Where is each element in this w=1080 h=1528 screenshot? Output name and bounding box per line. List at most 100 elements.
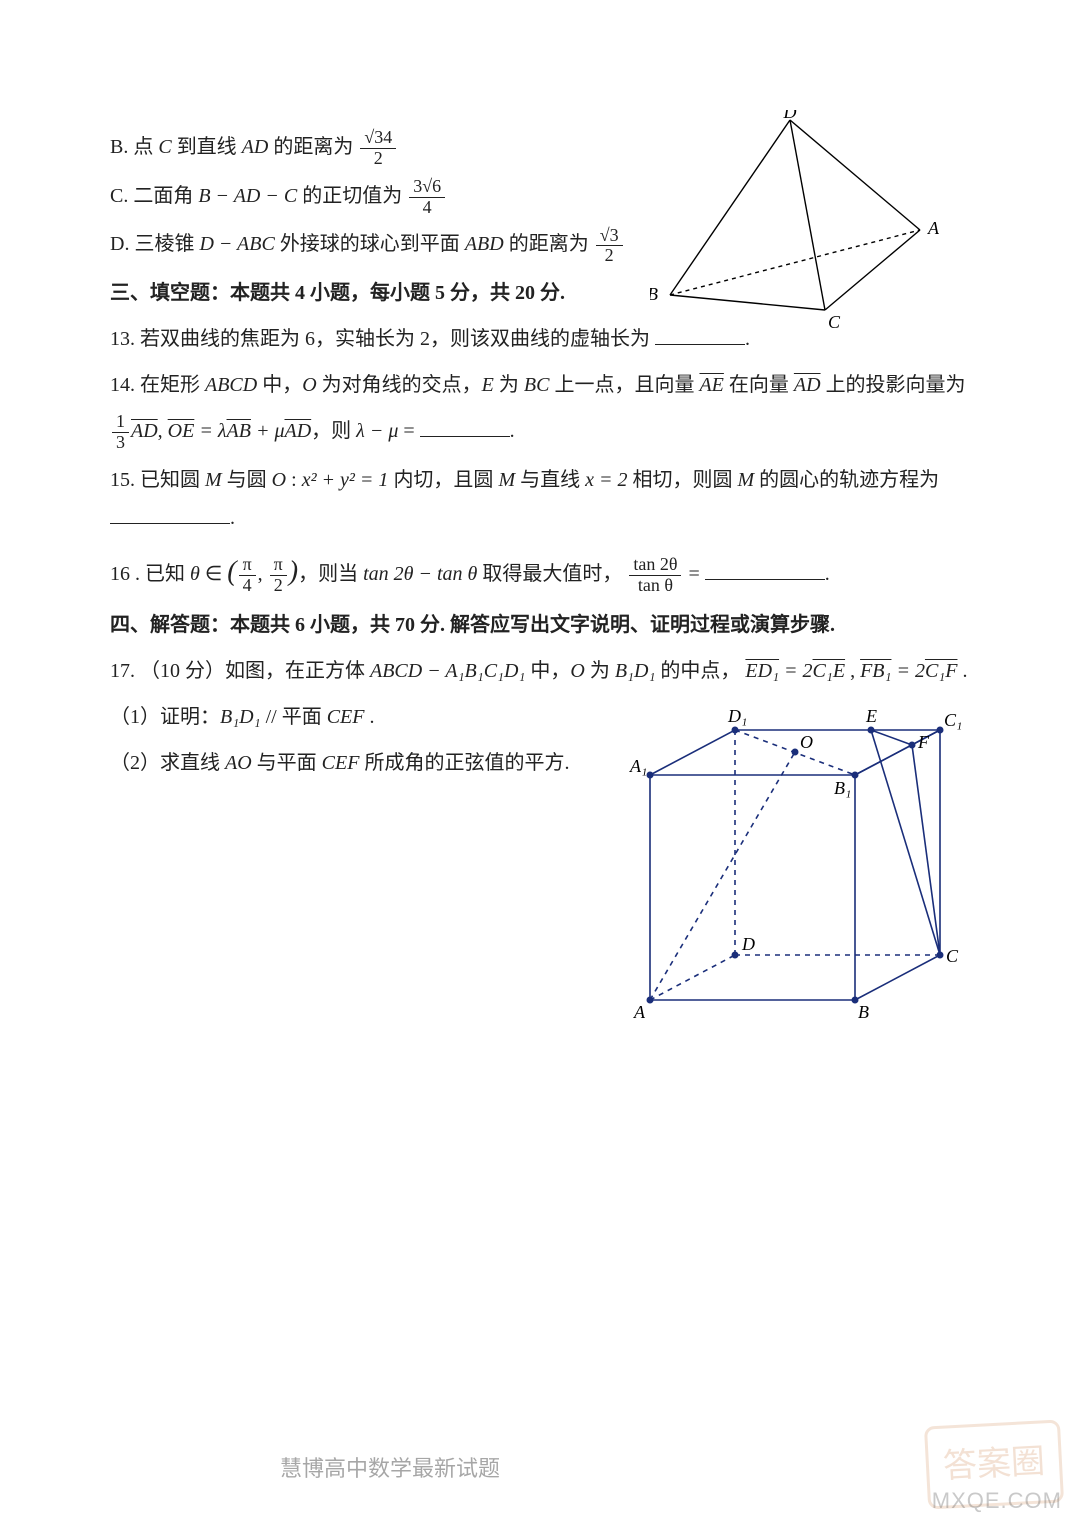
q17-v1: O — [570, 660, 584, 682]
cube-figure: D₁ E C₁ A₁ O B₁ F D C A B — [620, 700, 970, 1043]
q17-eq2: = 2 — [891, 660, 925, 682]
q14-vec6: AD — [285, 420, 312, 442]
q17-sub2-text: 与平面 — [252, 752, 322, 774]
tetra-label-c: C — [828, 312, 841, 332]
option-d-t1: 三棱锥 — [134, 233, 199, 255]
q17-pts: （10 分） — [140, 660, 225, 682]
q16-lp: ( — [227, 556, 236, 587]
q17-t2: 中， — [525, 660, 570, 682]
q14-line1: 14. 在矩形 ABCD 中，O 为对角线的交点，E 为 BC 上一点，且向量 … — [110, 366, 990, 404]
option-b-t1: 点 — [133, 136, 158, 158]
watermark-left: 慧博高中数学最新试题 — [280, 1448, 500, 1490]
q17-sub2-plane: CEF — [322, 752, 360, 774]
q14-v3: E — [482, 374, 494, 396]
q15: 15. 已知圆 M 与圆 O : x² + y² = 1 内切，且圆 M 与直线… — [110, 461, 990, 537]
option-b-frac: √34 2 — [360, 128, 396, 169]
option-c-t2: 的正切值为 — [297, 185, 407, 207]
q17-sub2: （2）求直线 AO 与平面 CEF 所成角的正弦值的平方. — [110, 744, 630, 782]
cube-svg: D₁ E C₁ A₁ O B₁ F D C A B — [620, 700, 970, 1030]
option-c-t1: 二面角 — [133, 185, 198, 207]
q17-t4: 的中点， — [655, 660, 740, 682]
q17-eq1: = 2 — [779, 660, 813, 682]
q14-label: 14. — [110, 374, 135, 396]
q16-theta: θ — [190, 563, 200, 585]
cube-a: A — [633, 1002, 646, 1022]
cube-f: F — [917, 732, 930, 752]
q15-t5: 相切，则圆 — [627, 469, 737, 491]
option-b-v1: C — [158, 136, 171, 158]
cube-d: D — [741, 934, 755, 954]
q15-t3: 内切，且圆 — [388, 469, 498, 491]
q17-vec4: C₁F — [925, 660, 958, 682]
q14-vec5: AB — [227, 420, 251, 442]
q16: 16 . 已知 θ ∈ (π4, π2)，则当 tan 2θ − tan θ 取… — [110, 545, 990, 598]
q15-v1: M — [205, 469, 222, 491]
option-c-frac-den: 4 — [409, 198, 445, 218]
q14-frac-num: 1 — [112, 412, 129, 433]
q14-mu: μ — [274, 420, 284, 442]
q16-in: ∈ — [200, 563, 227, 585]
q17-t3: 为 — [585, 660, 615, 682]
option-c-frac-num: 3√6 — [409, 177, 445, 198]
q14-t5: 上一点，且向量 — [549, 374, 699, 396]
q17-sub1: （1）证明：B₁D₁ // 平面 CEF . — [110, 698, 630, 736]
tetrahedron-figure: D A B C — [650, 110, 940, 353]
q16-eq: = — [683, 563, 704, 585]
q17-t1: 如图，在正方体 — [225, 660, 370, 682]
q16-label: 16 . — [110, 563, 140, 585]
q15-colon: : — [286, 469, 302, 491]
q15-eq: x² + y² = 1 — [302, 469, 389, 491]
q14-t3: 为对角线的交点， — [317, 374, 482, 396]
q14-t6: 在向量 — [724, 374, 794, 396]
cube-a1: A₁ — [629, 756, 647, 776]
q17-sub2-seg: AO — [225, 752, 252, 774]
q15-t6: 的圆心的轨迹方程为 — [754, 469, 939, 491]
cube-d1: D₁ — [727, 706, 747, 726]
cube-c1: C₁ — [944, 710, 962, 730]
q16-fracA: π4 — [239, 555, 256, 596]
q17-c: , — [845, 660, 860, 682]
option-d-frac-num: √3 — [596, 226, 623, 247]
q17-sub2-end: 所成角的正弦值的平方. — [359, 752, 569, 774]
q17-sub1-seg: B₁D₁ — [220, 706, 261, 728]
q14-eq2: = — [398, 420, 419, 442]
q13-text: 若双曲线的焦距为 6，实轴长为 2，则该双曲线的虚轴长为 — [140, 328, 650, 350]
tetra-label-b: B — [650, 284, 658, 304]
q17-vec2: C₁E — [813, 660, 846, 682]
q17-sub1-plane: CEF — [327, 706, 365, 728]
option-d-frac-den: 2 — [596, 246, 623, 266]
q14-t4: 为 — [494, 374, 524, 396]
q16-fracB: π2 — [270, 555, 287, 596]
cube-b1: B₁ — [834, 778, 851, 798]
q16-expr1: tan 2θ − tan θ — [363, 563, 477, 585]
watermark-url: MXQE.COM — [932, 1480, 1062, 1522]
option-c-prefix: C. — [110, 185, 128, 207]
q16-fracR: tan 2θ tan θ — [629, 555, 681, 596]
q14-v2: O — [302, 374, 316, 396]
page: B. 点 C 到直线 AD 的距离为 √34 2 C. 二面角 B − AD −… — [0, 0, 1080, 1528]
option-d-t2: 外接球的球心到平面 — [275, 233, 465, 255]
q16-t3: 取得最大值时， — [477, 563, 622, 585]
q15-v3: M — [498, 469, 515, 491]
q15-t2: 与圆 — [222, 469, 272, 491]
q14-lambda: λ — [218, 420, 227, 442]
q14-line2: 1 3 AD, OE = λAB + μAD，则 λ − μ = . — [110, 412, 990, 453]
q14-frac: 1 3 — [112, 412, 129, 453]
q14-vec2: AD — [794, 374, 821, 396]
q14-frac-den: 3 — [112, 433, 129, 453]
q14-vec3: AD — [131, 420, 158, 442]
option-b-prefix: B. — [110, 136, 128, 158]
q17-label: 17. — [110, 660, 135, 682]
q14-eq: = — [194, 420, 218, 442]
q14-t8: ，则 — [311, 420, 356, 442]
q14-plus: + — [251, 420, 275, 442]
option-d-prefix: D. — [110, 233, 129, 255]
q17-cube: ABCD − A₁B₁C₁D₁ — [370, 660, 525, 682]
q15-blank — [110, 503, 230, 524]
q17-sub1-label: （1）证明： — [110, 706, 220, 728]
q14-v1: ABCD — [205, 374, 257, 396]
q14-t7: 上的投影向量为 — [821, 374, 966, 396]
q17: 17. （10 分）如图，在正方体 ABCD − A₁B₁C₁D₁ 中，O 为 … — [110, 652, 990, 690]
q15-v2: O — [272, 469, 286, 491]
tetra-label-a: A — [927, 218, 940, 238]
